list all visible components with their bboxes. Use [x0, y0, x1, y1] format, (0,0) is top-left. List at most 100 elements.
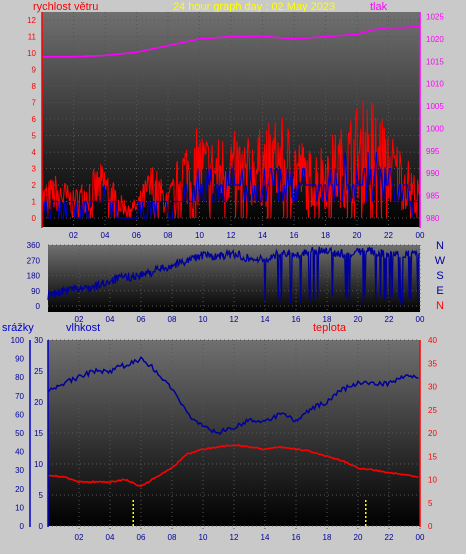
rain-tick-label: 0 [20, 522, 25, 531]
rain-humidity-temperature-time-tick-label: 06 [137, 533, 146, 542]
temperature-tick-label: 0 [428, 522, 433, 531]
rain-humidity-temperature-time-tick-label: 02 [75, 533, 84, 542]
pressure-tick-label: 990 [426, 169, 440, 178]
wind-direction-axis: 0 90 180 270 360 [27, 241, 41, 311]
wind-pressure-time-tick-label: 04 [101, 231, 110, 240]
wind-speed-tick-label: 4 [32, 148, 37, 157]
rain-tick-label: 90 [15, 355, 24, 364]
humidity-label: vlhkost [66, 322, 100, 334]
rain-tick-label: 70 [15, 392, 24, 401]
rain-humidity-temperature-time-tick-label: 18 [323, 533, 332, 542]
temperature-axis: 0 5 10 15 20 25 30 35 40 [428, 336, 437, 531]
wind-pressure-time-axis: 02 04 06 08 10 12 14 16 18 20 22 00 [69, 231, 425, 240]
wind-direction-time-tick-label: 12 [230, 315, 239, 324]
wind-direction-tick-label: 360 [27, 241, 41, 250]
wind-direction-time-tick-label: 08 [168, 315, 177, 324]
wind-direction-time-tick-label: 20 [354, 315, 363, 324]
humidity-tick-label: 0 [39, 522, 44, 531]
wind-pressure-time-tick-label: 12 [227, 231, 236, 240]
wind-pressure-time-tick-label: 16 [290, 231, 299, 240]
rain-humidity-temperature-time-tick-label: 16 [292, 533, 301, 542]
compass-label: N [436, 300, 444, 312]
wind-speed-tick-label: 12 [27, 16, 36, 25]
wind-direction-time-tick-label: 06 [137, 315, 146, 324]
rain-humidity-temperature-panel: 0 10 20 30 40 50 60 70 80 90 100 0 5 10 15 20 25 30 0 5 10… [11, 336, 438, 542]
wind-speed-tick-label: 9 [32, 66, 37, 75]
wind-direction-time-tick-label: 10 [199, 315, 208, 324]
pressure-tick-label: 995 [426, 147, 440, 156]
pressure-tick-label: 1010 [426, 80, 444, 89]
wind-gust-line [41, 100, 421, 219]
chart-title: 24 hour graph day : 02.May 2023 [173, 1, 335, 13]
pressure-tick-label: 1020 [426, 35, 444, 44]
compass-label: E [436, 285, 443, 297]
wind-pressure-time-tick-label: 18 [321, 231, 330, 240]
rain-tick-label: 100 [11, 336, 25, 345]
rain-tick-label: 80 [15, 373, 24, 382]
wind-direction-tick-label: 0 [36, 302, 41, 311]
temperature-tick-label: 25 [428, 406, 437, 415]
humidity-tick-label: 30 [34, 336, 43, 345]
wind-speed-tick-label: 11 [28, 33, 37, 42]
wind-pressure-time-tick-label: 00 [416, 231, 425, 240]
wind-speed-tick-label: 5 [32, 132, 37, 141]
wind-speed-tick-label: 6 [32, 115, 37, 124]
wind-pressure-time-tick-label: 06 [132, 231, 141, 240]
rain-humidity-temperature-time-tick-label: 14 [261, 533, 270, 542]
wind-direction-time-tick-label: 16 [292, 315, 301, 324]
wind-pressure-time-tick-label: 10 [195, 231, 204, 240]
wind-speed-label: rychlost větru [33, 1, 98, 13]
wind-speed-tick-label: 2 [32, 181, 37, 190]
temperature-tick-label: 35 [428, 359, 437, 368]
rain-tick-label: 50 [15, 429, 24, 438]
wind-direction-time-tick-label: 14 [261, 315, 270, 324]
pressure-tick-label: 980 [426, 214, 440, 223]
wind-speed-tick-label: 3 [32, 165, 37, 174]
rain-tick-label: 60 [15, 410, 24, 419]
wind-direction-time-axis: 02 04 06 08 10 12 14 16 18 20 22 00 [75, 315, 425, 324]
temperature-label: teplota [313, 322, 347, 334]
wind-direction-time-tick-label: 00 [416, 315, 425, 324]
rain-humidity-temperature-time-tick-label: 12 [230, 533, 239, 542]
rain-humidity-temperature-time-tick-label: 22 [385, 533, 394, 542]
rain-tick-label: 30 [15, 466, 24, 475]
wind-speed-tick-label: 1 [32, 198, 37, 207]
wind-average-line [42, 152, 420, 219]
wind-direction-tick-label: 180 [27, 272, 41, 281]
humidity-tick-label: 20 [34, 398, 43, 407]
rain-label: srážky [2, 322, 34, 334]
wind-speed-tick-label: 0 [32, 214, 37, 223]
rain-tick-label: 10 [15, 503, 24, 512]
rain-tick-label: 40 [15, 448, 24, 457]
pressure-tick-label: 1000 [426, 124, 444, 133]
temperature-tick-label: 5 [428, 499, 433, 508]
rain-tick-label: 20 [15, 485, 24, 494]
pressure-tick-label: 1025 [426, 12, 444, 21]
pressure-axis: 980 985 990 995 1000 1005 1010 1015 1020 1025 [426, 12, 444, 223]
compass-label: W [435, 255, 446, 267]
humidity-tick-label: 15 [34, 429, 43, 438]
pressure-label: tlak [370, 1, 388, 13]
pressure-tick-label: 1015 [426, 57, 444, 66]
humidity-tick-label: 5 [39, 491, 44, 500]
humidity-axis: 0 5 10 15 20 25 30 [34, 336, 43, 531]
rain-humidity-temperature-time-tick-label: 10 [199, 533, 208, 542]
wind-direction-time-tick-label: 18 [323, 315, 332, 324]
temperature-tick-label: 10 [428, 476, 437, 485]
wind-direction-tick-label: 90 [31, 287, 40, 296]
temperature-tick-label: 15 [428, 452, 437, 461]
compass-label: N [436, 240, 444, 252]
wind-pressure-time-tick-label: 20 [353, 231, 362, 240]
rain-humidity-temperature-time-tick-label: 00 [416, 533, 425, 542]
wind-speed-tick-label: 7 [32, 99, 37, 108]
temperature-tick-label: 40 [428, 336, 437, 345]
wind-direction-line [47, 246, 420, 306]
temperature-tick-label: 30 [428, 383, 437, 392]
wind-speed-tick-label: 8 [32, 82, 37, 91]
